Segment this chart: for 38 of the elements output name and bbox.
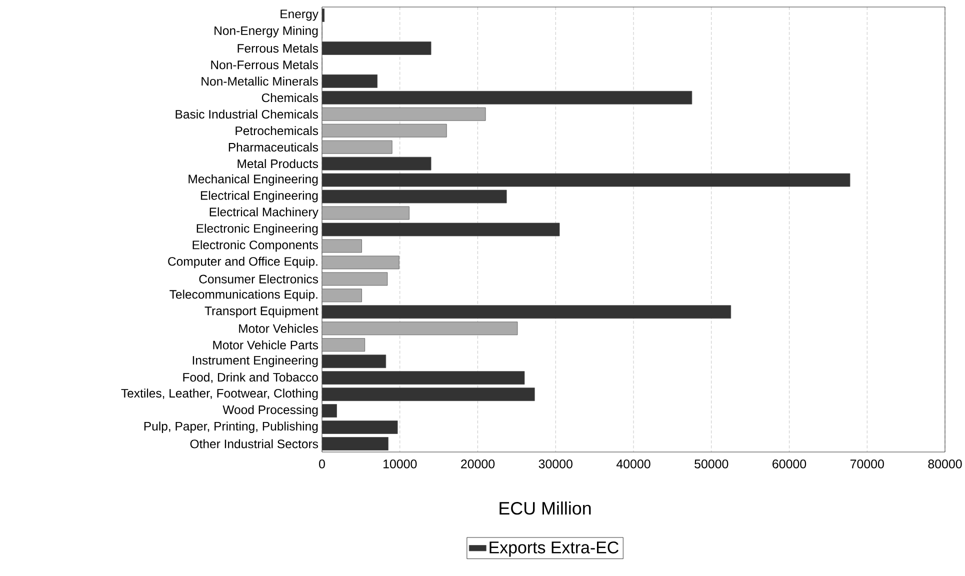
y-tick-label: Textiles, Leather, Footwear, Clothing xyxy=(121,388,318,400)
y-tick-label: Non-Ferrous Metals xyxy=(211,60,318,70)
y-tick-label: Chemicals xyxy=(262,93,318,102)
x-tick-label: 0 xyxy=(319,460,325,468)
y-tick-label: Food, Drink and Tobacco xyxy=(183,372,318,384)
y-tick-label: Petrochemicals xyxy=(236,126,318,136)
x-tick-label: 60000 xyxy=(772,460,806,468)
y-tick-label: Basic Industrial Chemicals xyxy=(176,110,318,119)
x-tick-label: 30000 xyxy=(538,460,572,468)
y-tick-label: Non-Metallic Minerals xyxy=(202,76,318,86)
y-tick-label: Instrument Engineering xyxy=(192,356,318,368)
x-tick-label: 70000 xyxy=(850,460,884,468)
x-tick-label: 10000 xyxy=(384,460,417,468)
y-tick-label: Electronic Engineering xyxy=(196,224,318,236)
y-tick-label: Mechanical Engineering xyxy=(188,174,318,186)
y-tick-label: Ferrous Metals xyxy=(238,44,318,53)
legend-label: Exports Extra-EC xyxy=(490,541,618,557)
x-tick-label: 80000 xyxy=(928,460,962,468)
x-tick-label: 20000 xyxy=(461,460,495,468)
x-tick-label: 40000 xyxy=(616,460,650,468)
y-tick-label: Computer and Office Equip. xyxy=(168,256,318,268)
y-tick-label: Non-Energy Mining xyxy=(214,26,318,38)
y-tick-label: Pharmaceuticals xyxy=(228,142,318,152)
x-axis-title: ECU Million xyxy=(500,501,591,515)
y-tick-label: Wood Processing xyxy=(222,405,318,417)
y-tick-label: Energy xyxy=(280,10,318,21)
y-tick-label: Telecommunications Equip. xyxy=(170,290,318,302)
y-tick-label: Consumer Electronics xyxy=(199,274,318,284)
y-tick-label: Motor Vehicles xyxy=(239,324,318,333)
y-tick-label: Motor Vehicle Parts xyxy=(213,340,318,350)
y-tick-label: Electronic Components xyxy=(192,240,318,252)
x-tick-label: 50000 xyxy=(694,460,728,468)
y-tick-label: Transport Equipment xyxy=(204,306,318,318)
y-tick-label: Electrical Machinery xyxy=(210,207,318,219)
y-tick-label: Pulp, Paper, Printing, Publishing xyxy=(144,422,318,433)
y-tick-label: Other Industrial Sectors xyxy=(190,439,318,448)
y-tick-label: Electrical Engineering xyxy=(200,190,318,202)
y-tick-label: Metal Products xyxy=(238,159,318,168)
